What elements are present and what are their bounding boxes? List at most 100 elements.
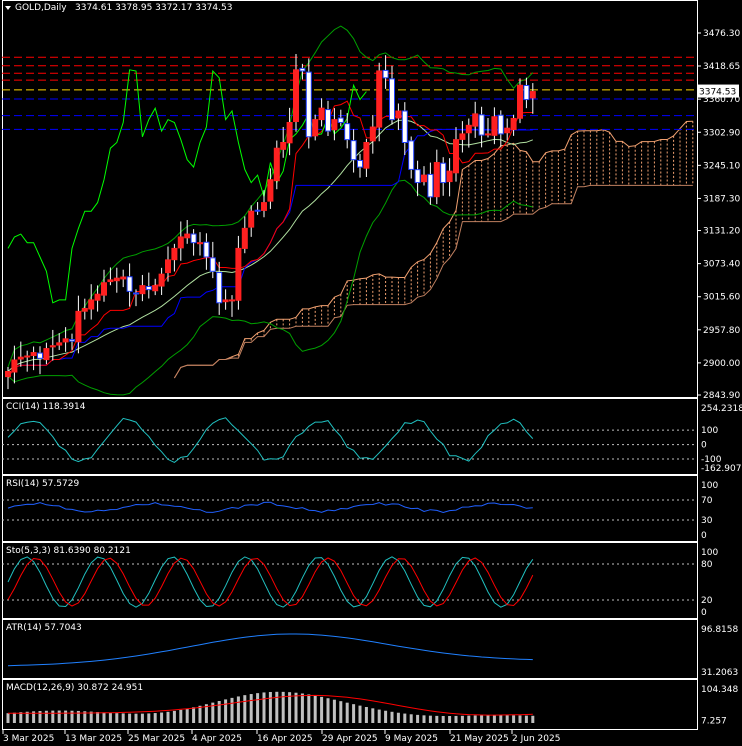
tenkan-sen-line: [7, 100, 533, 379]
candle-bull: [120, 276, 127, 280]
macd-histogram-bar: [121, 713, 125, 723]
macd-histogram-bar: [320, 696, 324, 723]
candle-bull: [229, 299, 235, 302]
time-axis-label: 16 Apr 2025: [257, 734, 313, 744]
bollinger-lower: [7, 179, 533, 396]
candle-bull: [75, 310, 82, 343]
candle-bear: [299, 67, 306, 72]
rsi-axis-label: 0: [701, 531, 707, 541]
rsi-line: [7, 501, 533, 514]
candle-bull: [235, 247, 242, 301]
rsi-axis-label: 100: [701, 481, 718, 491]
macd-histogram-bar: [51, 710, 55, 723]
candle-bull: [56, 342, 63, 346]
time-axis-label: 21 May 2025: [450, 734, 509, 744]
stoch-signal-line: [7, 557, 534, 607]
macd-histogram-bar: [76, 710, 80, 723]
macd-histogram-bar: [288, 692, 292, 723]
symbol-timeframe-label: GOLD,Daily: [15, 3, 67, 13]
candle-bear: [145, 286, 152, 291]
panel-frame-atr: [2, 619, 698, 679]
candle-bear: [478, 114, 485, 136]
candle-bull: [517, 84, 523, 119]
macd-histogram-bar: [57, 710, 61, 723]
candle-bull: [312, 119, 319, 137]
candle-bear: [389, 78, 395, 121]
macd-histogram-bar: [44, 710, 48, 723]
macd-histogram-bar: [448, 716, 452, 723]
macd-histogram-bar: [185, 708, 189, 723]
macd-histogram-bar: [358, 705, 362, 723]
candle-bear: [126, 276, 133, 292]
macd-histogram-bar: [128, 713, 132, 723]
time-axis-label: 3 Mar 2025: [3, 734, 54, 744]
candle-bull: [177, 236, 184, 249]
candle-bull: [510, 117, 517, 131]
macd-histogram-bar: [38, 711, 42, 723]
macd-histogram-bar: [332, 699, 336, 723]
cci-line: [7, 417, 534, 463]
candle-bear: [325, 109, 331, 132]
candle-bull: [395, 110, 402, 119]
macd-histogram-bar: [454, 715, 458, 723]
macd-histogram-bar: [371, 708, 375, 723]
time-axis-label: 4 Apr 2025: [192, 734, 242, 744]
panel-frame-macd: [2, 679, 698, 730]
candle-bull: [273, 147, 280, 182]
price-axis-label: 3015.60: [703, 293, 740, 303]
macd-histogram-bar: [268, 691, 272, 723]
macd-histogram-bar: [25, 711, 29, 723]
chikou-span-line: [7, 69, 367, 304]
macd-histogram-bar: [416, 714, 420, 723]
macd-histogram-bar: [326, 698, 330, 723]
macd-histogram-bar: [102, 712, 106, 723]
macd-histogram-bar: [409, 714, 413, 723]
candle-bull: [197, 242, 203, 245]
candle-bull: [171, 247, 178, 261]
candle-bear: [427, 173, 434, 198]
macd-histogram-bar: [352, 704, 356, 723]
price-axis-label: 3131.20: [703, 227, 740, 237]
macd-histogram-bar: [172, 710, 176, 723]
candle-bull: [421, 174, 427, 183]
candle-bear: [401, 110, 408, 144]
candle-bull: [113, 277, 120, 282]
dropdown-triangle-icon[interactable]: [5, 6, 11, 10]
macd-histogram-bar: [377, 709, 381, 723]
candle-bull: [433, 162, 440, 198]
macd-histogram-bar: [460, 715, 464, 723]
candle-bear: [209, 257, 216, 272]
current-price-tag: [697, 84, 739, 98]
macd-histogram-bar: [339, 701, 343, 723]
candle-bull: [363, 142, 370, 169]
macd-histogram-bar: [32, 711, 36, 723]
atr-axis-label: 96.8158: [701, 625, 738, 635]
macd-histogram-bar: [243, 695, 247, 723]
sto-axis-label: 0: [701, 608, 707, 618]
candle-bear: [254, 209, 261, 212]
candle-bull: [62, 338, 69, 343]
macd-histogram-bar: [83, 711, 87, 723]
candle-bull: [485, 133, 491, 136]
candle-bear: [523, 84, 530, 101]
macd-histogram-bar: [480, 715, 484, 723]
atr-line: [7, 633, 533, 667]
candle-bull: [101, 282, 107, 296]
macd-histogram-bar: [134, 713, 138, 723]
price-axis-label: 2900.00: [703, 359, 740, 369]
macd-histogram-bar: [211, 702, 215, 723]
candle-bull: [94, 293, 101, 301]
macd-histogram-bar: [19, 712, 23, 723]
candle-bull: [152, 285, 159, 292]
macd-histogram-bar: [147, 713, 151, 723]
candle-bear: [497, 114, 504, 135]
candle-bull: [43, 348, 50, 361]
macd-histogram-bar: [153, 713, 157, 723]
macd-histogram-bar: [166, 711, 170, 723]
cci-axis-label: 0: [701, 441, 707, 451]
candle-bear: [337, 117, 344, 123]
macd-histogram-bar: [64, 710, 68, 723]
candle-bull: [49, 345, 56, 348]
